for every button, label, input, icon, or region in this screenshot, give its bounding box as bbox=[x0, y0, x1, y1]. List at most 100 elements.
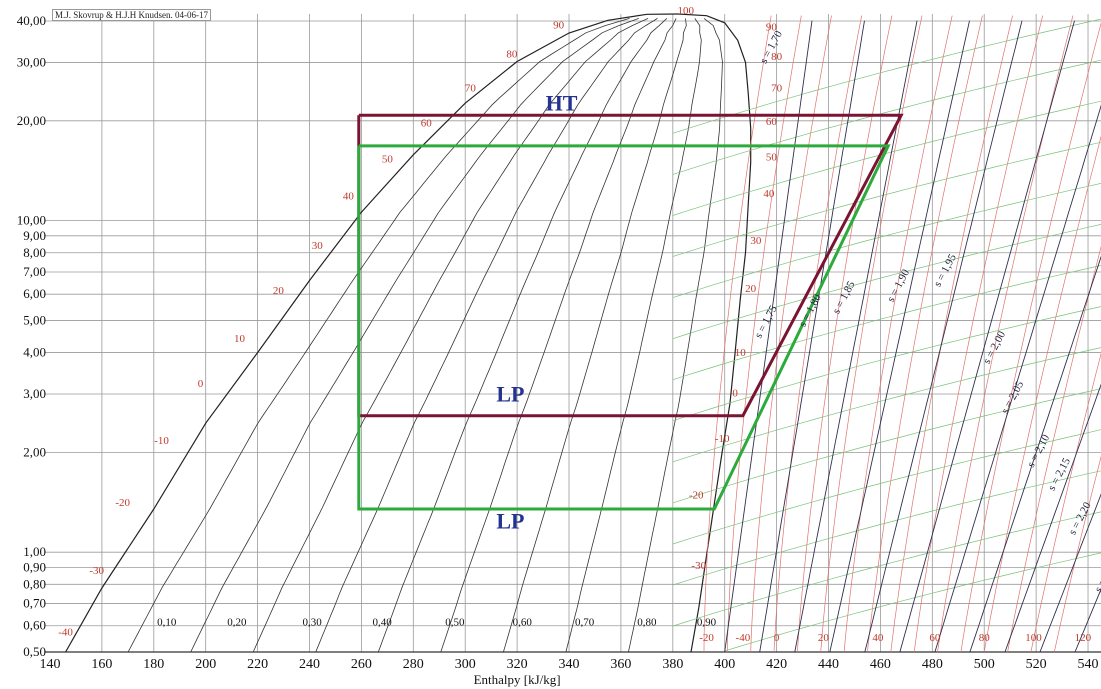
isentrope-line bbox=[969, 255, 1101, 653]
temperature-label: 10 bbox=[234, 333, 246, 345]
x-tick-label: 140 bbox=[40, 657, 61, 672]
quality-line bbox=[190, 18, 639, 653]
isentrope-line bbox=[864, 20, 1023, 653]
y-tick-label: 4,00 bbox=[23, 345, 46, 360]
isochore-line bbox=[672, 429, 1101, 545]
isochore-line bbox=[672, 141, 1101, 257]
quality-label: 0,90 bbox=[697, 617, 717, 629]
x-tick-label: 200 bbox=[195, 657, 216, 672]
isochore-line bbox=[672, 388, 1101, 504]
entropy-label: s = 1,95 bbox=[932, 252, 959, 289]
y-tick-label: 40,00 bbox=[17, 13, 46, 28]
cycle-annotation: LP bbox=[496, 508, 524, 533]
entropy-label: s = 1,80 bbox=[797, 292, 824, 329]
temperature-label: 70 bbox=[465, 83, 477, 95]
quality-line bbox=[377, 18, 668, 653]
isotherm-line bbox=[983, 135, 1101, 653]
y-tick-label: 8,00 bbox=[23, 245, 46, 260]
isotherm-line bbox=[890, 15, 1013, 653]
x-tick-label: 460 bbox=[870, 657, 891, 672]
temperature-label: 60 bbox=[929, 632, 941, 644]
isotherm-line bbox=[1053, 455, 1101, 653]
y-tick-label: 1,00 bbox=[23, 544, 46, 559]
entropy-label: s = 2,00 bbox=[981, 329, 1008, 366]
temperature-label: 30 bbox=[750, 235, 762, 247]
temperature-label: -20 bbox=[115, 497, 130, 509]
isochore-line bbox=[672, 183, 1101, 298]
x-tick-label: 540 bbox=[1078, 657, 1099, 672]
temperature-label: 20 bbox=[745, 283, 757, 295]
temperature-label: 10 bbox=[735, 347, 747, 359]
x-tick-label: 340 bbox=[559, 657, 580, 672]
y-tick-label: 7,00 bbox=[23, 264, 46, 279]
temperature-label: -30 bbox=[691, 560, 706, 572]
cycle-lp bbox=[357, 144, 891, 511]
entropy-label: s = 2,10 bbox=[1025, 432, 1052, 469]
temperature-label: 50 bbox=[382, 153, 394, 165]
isotherm-line bbox=[750, 15, 832, 653]
isochore-line bbox=[672, 347, 1101, 463]
entropy-label: s = 2,25 bbox=[1093, 557, 1101, 594]
isentrope-line bbox=[829, 20, 970, 653]
temperature-label: 80 bbox=[771, 51, 783, 63]
x-tick-label: 280 bbox=[403, 657, 424, 672]
temperature-label: -10 bbox=[715, 433, 730, 445]
y-tick-label: 10,00 bbox=[17, 213, 46, 228]
entropy-label: s = 2,05 bbox=[999, 379, 1026, 416]
y-tick-label: 20,00 bbox=[17, 113, 46, 128]
temperature-label: -20 bbox=[699, 632, 714, 644]
x-tick-label: 420 bbox=[766, 657, 787, 672]
cycle-annotation: HT bbox=[546, 90, 578, 115]
isotherm-line bbox=[960, 22, 1101, 653]
isentrope-line bbox=[759, 20, 865, 653]
temperature-label: -10 bbox=[154, 435, 169, 447]
isotherm-line bbox=[773, 15, 863, 653]
temperature-label: 90 bbox=[766, 21, 778, 33]
x-tick-label: 160 bbox=[91, 657, 112, 672]
temperature-label: 60 bbox=[421, 118, 433, 130]
entropy-label: s = 1,85 bbox=[830, 279, 857, 316]
temperature-label: 0 bbox=[198, 378, 204, 390]
chart-credit: M.J. Skovrup & H.J.H Knudsen. 04-06-17 bbox=[52, 9, 211, 21]
temperature-label: 30 bbox=[312, 240, 324, 252]
temperature-label: 120 bbox=[1075, 632, 1092, 644]
isotherm-line bbox=[726, 15, 802, 653]
x-tick-label: 300 bbox=[455, 657, 476, 672]
temperature-label: 20 bbox=[818, 632, 830, 644]
temperature-label: 100 bbox=[1025, 632, 1042, 644]
temperature-label: 90 bbox=[553, 19, 565, 31]
isochore-line bbox=[672, 59, 1101, 175]
isochore-line bbox=[672, 306, 1101, 422]
x-tick-label: 240 bbox=[299, 657, 320, 672]
y-tick-label: 0,90 bbox=[23, 559, 46, 574]
cycle-lines bbox=[357, 113, 904, 511]
temperature-label: 80 bbox=[506, 49, 518, 61]
grid-lines bbox=[45, 14, 1101, 653]
x-tick-label: 500 bbox=[974, 657, 995, 672]
quality-line bbox=[252, 18, 649, 653]
isotherm-line bbox=[703, 15, 772, 653]
saturated-vapor-line bbox=[677, 13, 752, 653]
temperature-label: 20 bbox=[273, 285, 285, 297]
isotherm-line bbox=[1007, 245, 1101, 653]
isochore-line bbox=[672, 18, 1101, 134]
isotherm-line bbox=[913, 15, 1044, 653]
quality-line bbox=[628, 18, 723, 653]
quality-line bbox=[565, 18, 702, 653]
isentrope-line bbox=[724, 20, 813, 653]
saturated-liquid-line bbox=[65, 13, 679, 653]
x-tick-label: 220 bbox=[247, 657, 268, 672]
x-tick-label: 520 bbox=[1026, 657, 1047, 672]
isentrope-line bbox=[1004, 383, 1101, 653]
isotherm-line bbox=[867, 15, 983, 653]
isochore-line bbox=[672, 265, 1101, 381]
temperature-label: 0 bbox=[774, 632, 780, 644]
isochore-line bbox=[672, 470, 1101, 586]
temperature-label: 100 bbox=[678, 5, 695, 17]
x-tick-label: 180 bbox=[143, 657, 164, 672]
cycle-annotation: LP bbox=[496, 381, 524, 406]
isochore-line bbox=[672, 511, 1101, 627]
temperature-label: 40 bbox=[872, 632, 884, 644]
temperature-label: -40 bbox=[58, 627, 73, 639]
